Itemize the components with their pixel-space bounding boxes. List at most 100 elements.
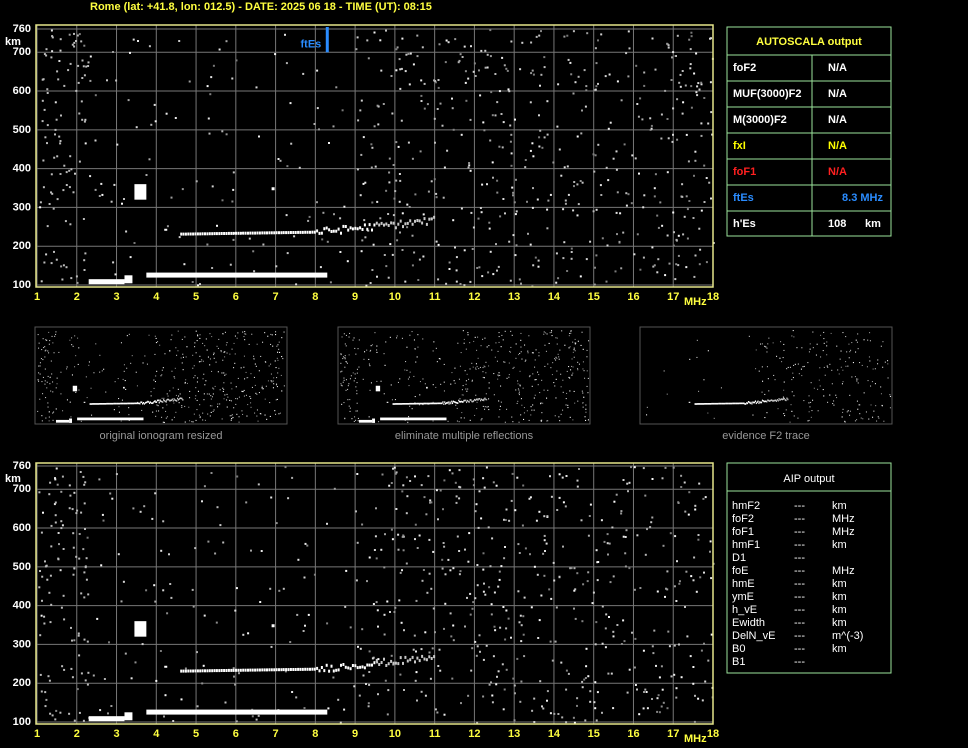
echo-dot — [520, 351, 522, 353]
echo-dot — [62, 594, 65, 597]
echo-dot — [210, 76, 213, 79]
echo-dot — [695, 91, 698, 94]
echo-dot — [875, 405, 877, 407]
echo-dot — [129, 51, 131, 54]
echo-dot — [409, 405, 411, 407]
echo-dot — [564, 344, 566, 346]
y-tick-label: 700 — [13, 483, 31, 495]
echo-dot — [510, 164, 513, 167]
f-trace — [318, 669, 321, 673]
echo-dot — [45, 253, 48, 256]
echo-dot — [72, 191, 75, 194]
f-trace — [363, 666, 366, 670]
echo-dot — [450, 635, 453, 638]
echo-dot — [443, 545, 446, 548]
echo-dot — [835, 394, 837, 396]
echo-dot — [60, 265, 63, 268]
echo-dot — [597, 82, 599, 85]
echo-dot — [510, 40, 513, 43]
echo-dot — [485, 372, 487, 374]
echo-dot — [484, 408, 486, 410]
echo-dot — [103, 678, 106, 680]
echo-dot — [542, 707, 545, 710]
echo-dot — [194, 346, 196, 348]
echo-dot — [556, 370, 558, 372]
echo-dot — [162, 407, 164, 409]
echo-dot — [77, 363, 79, 365]
echo-dot — [125, 388, 127, 390]
echo-dot — [513, 366, 515, 368]
echo-dot — [216, 224, 218, 227]
echo-dot — [382, 103, 385, 105]
echo-dot — [352, 339, 354, 341]
echo-dot — [229, 399, 231, 401]
echo-dot — [191, 421, 193, 423]
f-trace — [237, 231, 240, 235]
aip-cell: ymE — [732, 591, 754, 603]
echo-dot — [642, 256, 645, 259]
echo-dot — [424, 631, 427, 634]
x-tick-label: 5 — [193, 728, 199, 740]
echo-dot — [58, 135, 61, 138]
echo-dot — [595, 719, 598, 722]
echo-dot — [677, 264, 680, 267]
echo-dot — [280, 374, 282, 376]
echo-dot — [404, 419, 406, 421]
echo-dot — [50, 360, 52, 362]
echo-dot — [341, 370, 343, 372]
echo-dot — [166, 393, 168, 395]
echo-dot — [689, 63, 692, 66]
echo-dot — [666, 588, 669, 591]
echo-dot — [442, 196, 445, 199]
echo-dot — [287, 497, 290, 500]
echo-dot — [480, 49, 483, 52]
echo-dot — [475, 367, 477, 369]
echo-dot — [69, 401, 71, 403]
f-trace — [194, 232, 197, 236]
echo-dot — [792, 372, 794, 374]
echo-dot — [452, 624, 455, 627]
f-trace — [342, 663, 345, 666]
echo-dot — [62, 410, 64, 412]
echo-dot — [437, 79, 440, 81]
echo-dot — [213, 352, 215, 354]
echo-dot — [849, 410, 851, 412]
echo-dot — [826, 345, 828, 347]
echo-dot — [571, 358, 573, 360]
echo-dot — [445, 39, 448, 42]
f-trace — [430, 402, 432, 405]
echo-dot — [192, 367, 194, 369]
echo-dot — [284, 466, 287, 469]
echo-dot — [586, 370, 588, 372]
echo-dot — [375, 557, 378, 560]
echo-dot — [344, 358, 346, 360]
echo-dot — [352, 372, 354, 374]
echo-dot — [224, 351, 226, 353]
x-tick-label: 3 — [113, 291, 119, 303]
f-trace — [320, 231, 323, 235]
echo-dot — [476, 564, 479, 566]
echo-dot — [62, 548, 65, 550]
echo-dot — [519, 352, 521, 354]
f-trace — [167, 398, 169, 401]
echo-dot — [360, 250, 363, 253]
f-trace — [166, 399, 168, 401]
f-trace — [452, 400, 454, 403]
echo-dot — [562, 391, 564, 393]
echo-dot — [578, 363, 580, 365]
f-trace — [242, 668, 245, 672]
f-trace — [724, 402, 726, 405]
echo-dot — [432, 401, 434, 403]
echo-dot — [802, 366, 804, 368]
echo-dot — [573, 567, 576, 570]
echo-dot — [59, 140, 62, 142]
echo-dot — [399, 378, 401, 380]
echo-dot — [528, 335, 530, 337]
echo-dot — [413, 634, 416, 637]
echo-dot — [469, 118, 472, 121]
f-trace — [354, 226, 357, 230]
echo-dot — [667, 44, 670, 47]
echo-dot — [182, 369, 184, 371]
echo-dot — [273, 383, 275, 385]
x-tick-label: 12 — [468, 728, 480, 740]
